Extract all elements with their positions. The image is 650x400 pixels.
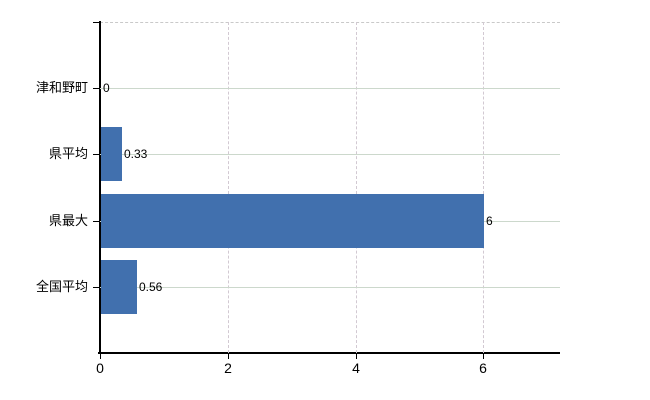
- vertical-gridline: [483, 22, 485, 353]
- horizontal-gridline: [100, 287, 560, 288]
- x-axis-tick: [228, 354, 229, 359]
- y-axis-line: [99, 21, 101, 354]
- y-axis-tick: [93, 287, 100, 288]
- category-label: 全国平均: [35, 279, 88, 294]
- bar: [101, 127, 122, 181]
- x-axis-tick: [483, 354, 484, 359]
- x-axis-tick: [356, 354, 357, 359]
- category-label: 県最大: [48, 213, 88, 228]
- x-axis-tick: [100, 354, 101, 359]
- plot-area-top-border: [100, 22, 560, 23]
- horizontal-gridline: [100, 88, 560, 89]
- vertical-gridline: [227, 22, 229, 353]
- y-axis-tick: [93, 22, 100, 23]
- x-axis-tick-label: 0: [96, 360, 104, 376]
- y-axis-tick: [93, 221, 100, 222]
- value-label: 6: [486, 214, 493, 228]
- bar: [101, 260, 137, 314]
- category-label: 県平均: [48, 146, 88, 161]
- horizontal-gridline: [100, 154, 560, 155]
- x-axis-tick-label: 2: [224, 360, 232, 376]
- value-label: 0.33: [124, 147, 148, 161]
- value-label: 0.56: [139, 280, 163, 294]
- bar: [101, 194, 484, 248]
- vertical-gridline: [355, 22, 357, 353]
- value-label: 0: [103, 81, 110, 95]
- y-axis-tick: [93, 88, 100, 89]
- y-axis-tick: [93, 154, 100, 155]
- x-axis-tick-label: 4: [352, 360, 360, 376]
- x-axis-line: [98, 352, 560, 354]
- x-axis-tick-label: 6: [479, 360, 487, 376]
- category-label: 津和野町: [35, 80, 88, 95]
